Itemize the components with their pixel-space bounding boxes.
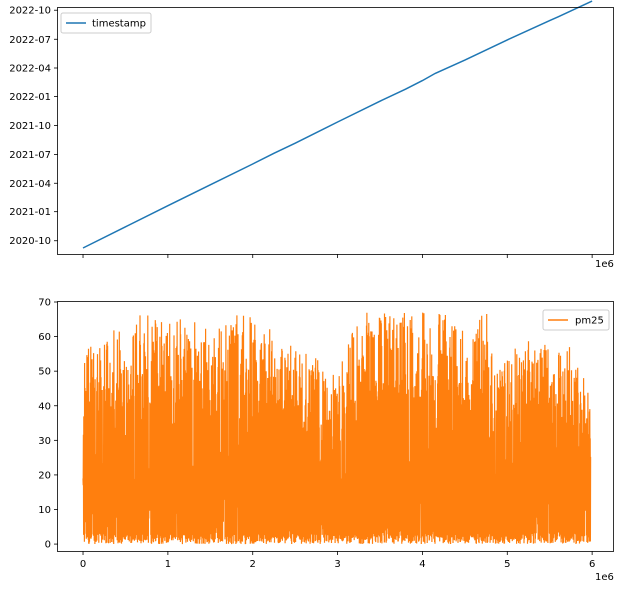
pm25-x-tick-label: 1 <box>165 559 171 570</box>
timestamp-series-layer <box>82 0 593 249</box>
timestamp-y-tick-label: 2022-10 <box>9 6 51 17</box>
pm25-y-tick-label: 20 <box>38 470 51 481</box>
pm25-line <box>82 312 592 545</box>
pm25-y-tick-label: 70 <box>38 298 51 309</box>
pm25-x-tick-label: 2 <box>250 559 256 570</box>
pm25-legend-label: pm25 <box>575 316 604 327</box>
pm25-series-layer <box>82 312 592 545</box>
timestamp-line <box>82 0 593 249</box>
timestamp-legend-label: timestamp <box>92 19 146 30</box>
pm25-y-tick-label: 0 <box>45 540 51 551</box>
pm25-y-tick-label: 50 <box>38 367 51 378</box>
pm25-x-tick-label: 4 <box>419 559 425 570</box>
timestamp-chart: 2020-10 2021-01 2021-04 2021-07 2021-10 2022-… <box>9 0 614 270</box>
timestamp-y-tick-label: 2021-10 <box>9 121 51 132</box>
pm25-x-tick-label: 0 <box>80 559 86 570</box>
timestamp-y-tick-label: 2022-04 <box>9 64 51 75</box>
timestamp-y-tick-label: 2021-04 <box>9 179 51 190</box>
timestamp-y-tick-label: 2021-07 <box>9 150 51 161</box>
timestamp-y-axis: 2020-10 2021-01 2021-04 2021-07 2021-10 2022-… <box>9 6 58 247</box>
pm25-x-tick-label: 6 <box>589 559 595 570</box>
pm25-x-tick-label: 3 <box>334 559 340 570</box>
pm25-y-tick-label: 30 <box>38 436 51 447</box>
pm25-plot-frame <box>57 301 614 552</box>
pm25-y-tick-label: 10 <box>38 505 51 516</box>
timestamp-legend: timestamp <box>60 12 152 34</box>
timestamp-x-scale-label: 1e6 <box>595 259 614 270</box>
timestamp-legend-box <box>60 12 152 34</box>
timestamp-y-tick-label: 2021-01 <box>9 207 51 218</box>
pm25-y-tick-label: 60 <box>38 332 51 343</box>
timestamp-y-tick-label: 2022-01 <box>9 92 51 103</box>
pm25-x-scale-label: 1e6 <box>595 572 614 583</box>
timestamp-plot-frame <box>57 7 614 255</box>
pm25-chart: 0 10 20 30 40 50 60 70 0 1 2 3 4 5 6 1e6 pm25 <box>38 298 614 583</box>
timestamp-y-tick-label: 2020-10 <box>9 236 51 247</box>
pm25-legend: pm25 <box>542 309 610 331</box>
timestamp-y-tick-label: 2022-07 <box>9 35 51 46</box>
pm25-legend-box <box>542 309 610 331</box>
pm25-y-tick-label: 40 <box>38 401 51 412</box>
pm25-x-tick-label: 5 <box>504 559 510 570</box>
